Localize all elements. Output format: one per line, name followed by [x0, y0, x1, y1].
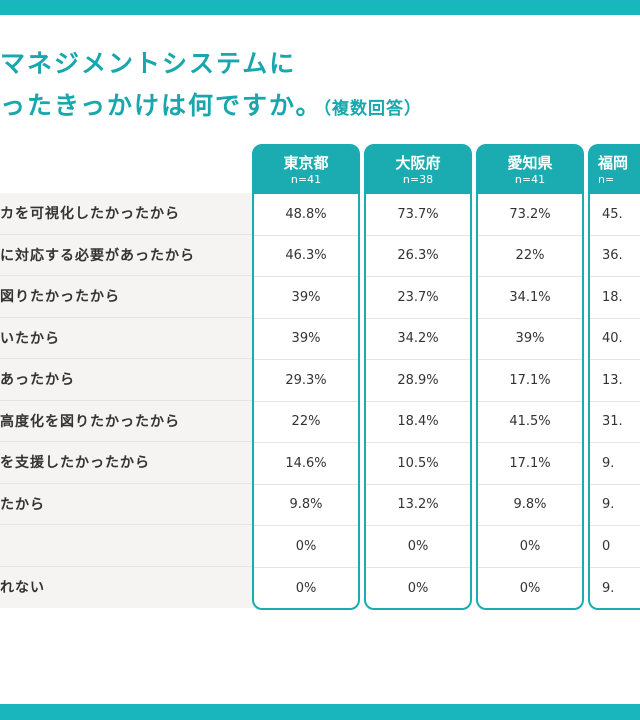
table-cell: 39% [254, 277, 358, 319]
table-cell: 0 [590, 526, 640, 568]
table-cell: 22% [478, 236, 582, 277]
table-cell: 46.3% [254, 236, 358, 277]
table-cell: 45. [590, 194, 640, 236]
column-name: 愛知県 [507, 154, 553, 172]
row-labels: カを可視化したかったから に対応する必要があったから 図りたかったから いたから… [0, 193, 256, 608]
column-sample-size: n=41 [514, 173, 546, 186]
column-sample-size: n= [598, 173, 615, 186]
table-cell: 40. [590, 319, 640, 360]
page-title-line-2: ったきっかけは何ですか。（複数回答） [0, 86, 422, 122]
table-cell: 17.1% [478, 443, 582, 485]
column-header: 大阪府 n=38 [366, 146, 470, 194]
table-cell: 18.4% [366, 402, 470, 443]
row-label [0, 525, 256, 567]
table-cell: 9. [602, 580, 615, 596]
region-column: 大阪府 n=38 73.7% 26.3% 23.7% 34.2% 28.9% 18.4% 10.… [364, 144, 472, 610]
table-cell: 10.5% [366, 443, 470, 485]
column-name: 東京都 [283, 154, 329, 172]
table-cell: 73.7% [366, 194, 470, 236]
table-cell: 31. [590, 402, 640, 443]
table-cell: 0% [295, 580, 317, 596]
row-label: たから [0, 484, 256, 525]
column-header: 愛知県 n=41 [478, 146, 582, 194]
table-cell: 34.1% [478, 277, 582, 319]
table-cell: 14.6% [254, 443, 358, 485]
bottom-accent-bar [0, 704, 640, 720]
table-cell: 13.2% [366, 485, 470, 526]
table-cell: 34.2% [366, 319, 470, 360]
table-cell: 48.8% [254, 194, 358, 236]
table-cell: 9. [590, 485, 640, 526]
table-cell: 9.8% [478, 485, 582, 526]
row-label: を支援したかったから [0, 442, 256, 484]
table-cell: 39% [478, 319, 582, 360]
region-column: 福岡 n= 45. 36. 18. 40. 13. 31. 9. 9. 0 9. [588, 144, 640, 610]
row-label: 図りたかったから [0, 276, 256, 318]
page-title-line-1: マネジメントシステムに [0, 49, 297, 78]
table-cell: 23.7% [366, 277, 470, 319]
column-header: 福岡 n= [590, 146, 640, 194]
title-text: ったきっかけは何ですか。 [0, 91, 323, 120]
table-cell: 22% [254, 402, 358, 443]
column-name: 大阪府 [395, 154, 441, 172]
column-sample-size: n=38 [402, 173, 434, 186]
table-cell: 39% [254, 319, 358, 360]
table-cell: 29.3% [254, 360, 358, 402]
region-column: 東京都 n=41 48.8% 46.3% 39% 39% 29.3% 22% 14.6% 9.8%… [252, 144, 360, 610]
table-cell: 9. [590, 443, 640, 485]
table-cell: 0% [366, 526, 470, 568]
row-label: れない [0, 580, 45, 597]
column-name: 福岡 [598, 154, 629, 172]
table-cell: 0% [407, 580, 429, 596]
table-cell: 0% [254, 526, 358, 568]
table-cell: 36. [590, 236, 640, 277]
table-cell: 9.8% [254, 485, 358, 526]
region-column: 愛知県 n=41 73.2% 22% 34.1% 39% 17.1% 41.5% 17.1% 9.… [476, 144, 584, 610]
table-cell: 0% [478, 526, 582, 568]
table-cell: 41.5% [478, 402, 582, 443]
table-cell: 73.2% [478, 194, 582, 236]
row-label: あったから [0, 359, 256, 401]
title-subnote: （複数回答） [322, 99, 423, 119]
row-label: カを可視化したかったから [0, 193, 256, 235]
table-cell: 13. [590, 360, 640, 402]
table-cell: 18. [590, 277, 640, 319]
table-cell: 0% [519, 580, 541, 596]
row-label: 高度化を図りたかったから [0, 401, 256, 442]
table-cell: 17.1% [478, 360, 582, 402]
row-label: いたから [0, 318, 256, 359]
top-accent-bar [0, 0, 640, 15]
column-header: 東京都 n=41 [254, 146, 358, 194]
column-sample-size: n=41 [290, 173, 322, 186]
table-cell: 26.3% [366, 236, 470, 277]
row-label: に対応する必要があったから [0, 235, 256, 276]
table-cell: 28.9% [366, 360, 470, 402]
